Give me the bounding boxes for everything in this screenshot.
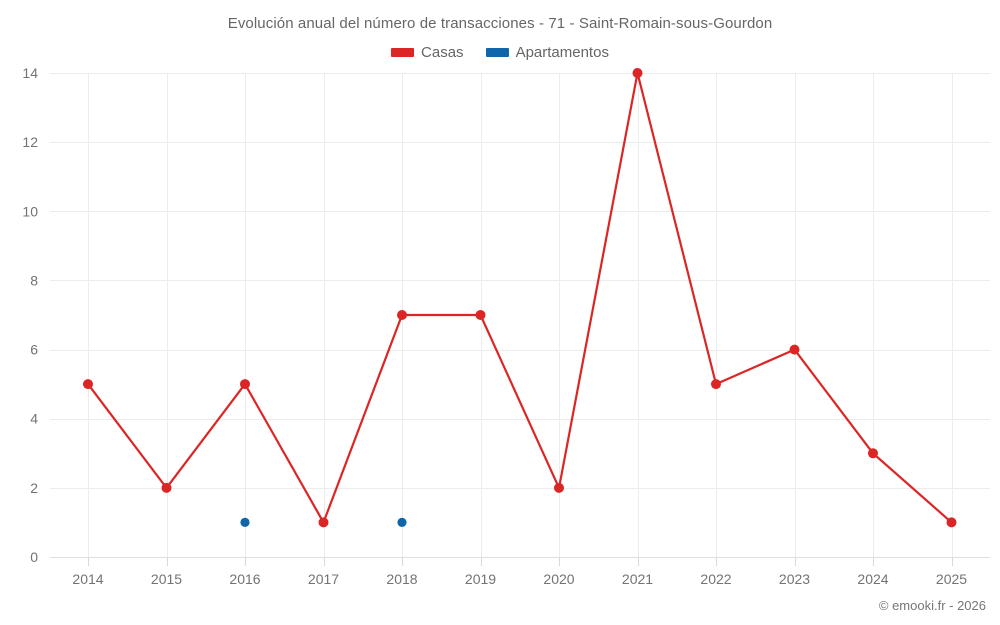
y-axis-tick-label: 10 — [22, 203, 38, 219]
x-axis-tick-label: 2016 — [229, 571, 260, 587]
data-point-casas-2014[interactable] — [83, 379, 93, 390]
x-tickmarks — [88, 557, 953, 566]
legend-item-casas[interactable]: Casas — [391, 44, 464, 61]
data-point-apartamentos-2016[interactable] — [240, 517, 250, 528]
data-point-casas-2019[interactable] — [475, 310, 486, 320]
x-gridlines — [88, 73, 953, 557]
series-line-casas — [86, 71, 953, 524]
data-point-casas-2025[interactable] — [946, 517, 957, 528]
data-point-casas-2021[interactable] — [632, 68, 643, 78]
y-axis-tick-label: 14 — [22, 65, 38, 81]
footer-credit: © emooki.fr - 2026 — [878, 598, 986, 613]
data-point-casas-2017[interactable] — [318, 517, 329, 528]
series-lines — [86, 71, 953, 524]
data-point-casas-2022[interactable] — [711, 379, 721, 390]
x-axis-tick-label: 2021 — [622, 571, 653, 587]
x-axis-tick-label: 2023 — [779, 571, 810, 587]
data-point-casas-2015[interactable] — [161, 482, 172, 493]
x-axis-tick-label: 2014 — [72, 571, 103, 587]
chart-title: Evolución anual del número de transaccio… — [227, 15, 773, 32]
data-point-casas-2020[interactable] — [554, 482, 564, 493]
y-axis-tick-label: 4 — [30, 411, 38, 427]
data-point-casas-2023[interactable] — [789, 344, 800, 355]
y-axis-tick-label: 8 — [30, 272, 38, 288]
legend-swatch-apartamentos-icon — [485, 48, 509, 57]
x-axis-tick-label: 2019 — [465, 571, 496, 587]
y-gridlines — [50, 73, 990, 558]
data-point-casas-2018[interactable] — [397, 310, 407, 320]
legend-item-apartamentos[interactable]: Apartamentos — [485, 44, 609, 61]
x-axis-tick-label: 2017 — [308, 571, 339, 587]
x-axis-tick-label: 2025 — [936, 571, 967, 587]
y-axis-tick-label: 2 — [30, 480, 38, 496]
y-axis-labels: 0 2 4 6 8 10 12 14 — [22, 65, 38, 565]
y-axis-tick-label: 6 — [30, 342, 38, 358]
x-axis-tick-label: 2018 — [386, 571, 417, 587]
series-markers — [83, 68, 957, 528]
x-axis-tick-label: 2020 — [543, 571, 574, 587]
legend-swatch-casas-icon — [391, 48, 415, 57]
data-point-apartamentos-2018[interactable] — [397, 517, 407, 528]
data-point-casas-2016[interactable] — [240, 379, 250, 390]
x-axis-tick-label: 2015 — [151, 571, 182, 587]
y-axis-tick-label: 12 — [22, 134, 38, 150]
x-axis-labels: 2014 2015 2016 2017 2018 2019 2020 2021 2022 2023… — [72, 571, 967, 587]
legend-label-casas: Casas — [421, 44, 464, 61]
x-axis-tick-label: 2024 — [857, 571, 888, 587]
data-point-casas-2024[interactable] — [868, 448, 878, 459]
chart-legend: Casas Apartamentos — [0, 44, 1000, 61]
x-axis-tick-label: 2022 — [700, 571, 731, 587]
y-axis-tick-label: 0 — [30, 549, 38, 565]
legend-label-apartamentos: Apartamentos — [515, 44, 609, 61]
